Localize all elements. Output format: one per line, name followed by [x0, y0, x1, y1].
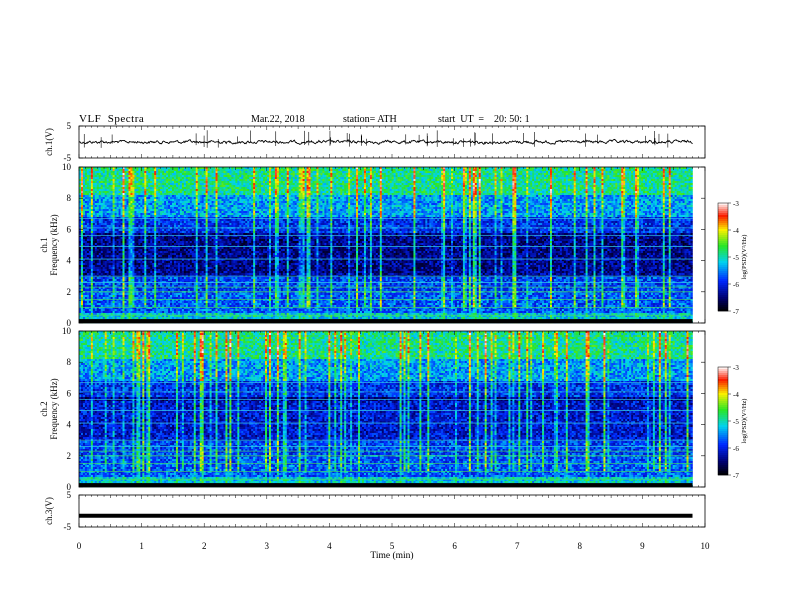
y-tick-label: 8 — [67, 357, 72, 367]
ch2-colorbar: -3 -4 -5 -6 -7 log(PSD)(V²/Hz) — [718, 364, 748, 480]
ch3-waveform-frame — [79, 495, 705, 527]
y-tick-label: 5 — [67, 490, 72, 500]
y-tick-label: 2 — [67, 287, 72, 297]
y-tick-label: 4 — [67, 420, 72, 430]
colorbar-label: log(PSD)(V²/Hz) — [741, 399, 748, 444]
colorbar-tick-label: -6 — [733, 281, 739, 289]
ch1-colorbar: -3 -4 -5 -6 -7 log(PSD)(V²/Hz) — [718, 200, 748, 316]
x-tick-label: 10 — [701, 541, 711, 551]
colorbar-tick-label: -3 — [733, 200, 739, 208]
y-tick-label: 2 — [67, 451, 72, 461]
y-tick-label: 6 — [67, 388, 72, 398]
x-tick-label: 0 — [77, 541, 82, 551]
colorbar-tick-label: -7 — [733, 308, 739, 316]
colorbar-tick-label: -4 — [733, 227, 739, 235]
colorbar-tick-label: -7 — [733, 472, 739, 480]
spectrogram — [79, 167, 693, 323]
ch1-spectrogram-ylabel: ch.1Frequency (kHz) — [39, 214, 59, 275]
y-tick-label: 6 — [67, 224, 72, 234]
x-tick-label: 7 — [515, 541, 520, 551]
y-tick-label: 8 — [67, 193, 72, 203]
colorbar-label: log(PSD)(V²/Hz) — [741, 235, 748, 280]
spectrogram — [79, 331, 693, 487]
x-ticks — [79, 495, 705, 527]
y-tick-label: -5 — [64, 522, 72, 532]
y-tick-label: 10 — [62, 162, 72, 172]
ch1-ylabel: ch.1(V) — [44, 128, 54, 156]
ch3-ylabel: ch.3(V) — [44, 497, 54, 525]
x-tick-label: 9 — [640, 541, 645, 551]
waveform-line — [79, 139, 693, 144]
x-tick-label: 8 — [578, 541, 583, 551]
x-tick-label: 5 — [390, 541, 395, 551]
colorbar-tick-label: -4 — [733, 391, 739, 399]
colorbar-tick-label: -6 — [733, 445, 739, 453]
y-tick-label: 5 — [67, 121, 72, 131]
x-axis-label: Time (min) — [370, 550, 413, 561]
y-tick-label: 10 — [62, 326, 72, 336]
x-tick-label: 1 — [139, 541, 144, 551]
x-tick-label: 2 — [202, 541, 207, 551]
x-tick-label: 3 — [265, 541, 270, 551]
x-tick-label: 6 — [452, 541, 457, 551]
ch2-spectrogram-ylabel: ch.2Frequency (kHz) — [39, 378, 59, 439]
colorbar-tick-label: -5 — [733, 254, 739, 262]
colorbar-tick-label: -5 — [733, 418, 739, 426]
y-tick-label: 4 — [67, 256, 72, 266]
x-tick-label: 4 — [327, 541, 332, 551]
colorbar-tick-label: -3 — [733, 364, 739, 372]
